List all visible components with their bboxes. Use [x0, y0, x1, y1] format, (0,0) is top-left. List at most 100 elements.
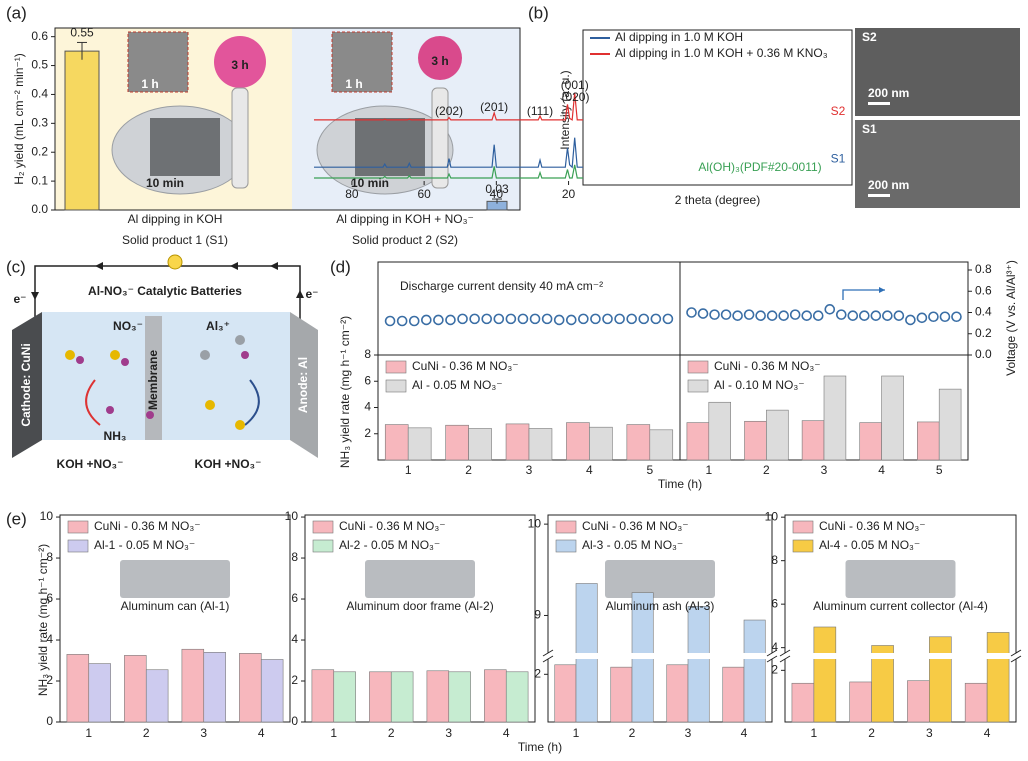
y-tick-label: 10	[528, 516, 542, 530]
electrolyte-label: KOH +NO₃⁻	[57, 457, 124, 471]
ion-label: NO₃⁻	[113, 319, 143, 333]
y-tick-label: 2	[364, 426, 371, 440]
legend-label: CuNi - 0.36 M NO₃⁻	[412, 359, 519, 373]
legend-label: Al - 0.05 M NO₃⁻	[412, 378, 503, 392]
x-tick-label: 5	[646, 463, 653, 477]
photo	[845, 560, 956, 598]
x-tick-label: 2	[465, 463, 472, 477]
voltage-point	[493, 313, 505, 325]
data-label: 0.55	[70, 26, 94, 40]
y-tick-label: 0	[46, 714, 53, 728]
image-label: S1	[862, 122, 877, 136]
xrd-line	[314, 164, 583, 179]
legend-swatch	[385, 360, 407, 374]
photo-annotation: 3 h	[431, 54, 448, 68]
photo-caption: Aluminum door frame (Al-2)	[346, 599, 493, 613]
x-tick-label: 4	[258, 726, 265, 740]
electrolyte-label: KOH +NO₃⁻	[195, 457, 262, 471]
bar	[871, 645, 894, 723]
y-tick-label: 6	[771, 596, 778, 610]
xrd-line	[314, 92, 583, 121]
y-tick-label: 0.3	[31, 116, 48, 130]
voltage-point	[882, 310, 893, 321]
panel-label: (c)	[6, 257, 26, 276]
category-sublabel: Solid product 1 (S1)	[122, 233, 228, 247]
y-tick-label: 2	[534, 666, 541, 680]
y-tick-label: 0.1	[31, 173, 48, 187]
peak-label: (111)	[527, 104, 553, 118]
bar	[708, 401, 731, 461]
y-tick-label: 10	[40, 509, 54, 523]
photo-annotation: 10 min	[146, 176, 184, 190]
voltage-point	[743, 309, 755, 320]
x-tick-label: 1	[811, 726, 818, 740]
bar	[743, 619, 766, 723]
bar	[744, 420, 767, 461]
sem-image-s2	[855, 28, 1020, 116]
axis-break-mark	[542, 649, 554, 657]
plot-frame	[547, 514, 773, 723]
axis-break-mark	[779, 649, 791, 657]
bar	[505, 423, 530, 461]
legend-swatch	[687, 379, 709, 393]
axis-break	[779, 653, 1022, 659]
voltage-point	[638, 313, 650, 325]
y-tick-label: 6	[291, 591, 298, 605]
x-tick-label: 3	[685, 726, 692, 740]
axis-break-mark	[1010, 649, 1022, 657]
y-tick-label: 0.2	[31, 144, 48, 158]
voltage-point	[801, 310, 813, 321]
x-tick-label: 40	[490, 187, 504, 201]
y-tick-label: 0.8	[975, 262, 992, 276]
x-tick-label: 3	[926, 726, 933, 740]
x-tick-label: 4	[878, 463, 885, 477]
image-label: S2	[862, 30, 877, 44]
voltage-point	[766, 310, 778, 321]
photo-caption: Aluminum ash (Al-3)	[606, 599, 715, 613]
y-axis-label: NH₃ yield rate (mg h⁻¹ cm⁻²)	[338, 316, 352, 468]
scale-label: 200 nm	[868, 86, 909, 100]
axis-break-mark	[766, 649, 778, 657]
x-tick-label: 3	[526, 463, 533, 477]
photo-annotation: 10 min	[351, 176, 389, 190]
category-label: Al dipping in KOH	[128, 212, 223, 226]
axis-arrow	[879, 287, 885, 293]
voltage-point	[951, 311, 962, 323]
bar	[686, 422, 710, 461]
voltage-point	[789, 309, 801, 320]
anode-label: Anode: Al	[296, 357, 310, 413]
legend-swatch	[555, 539, 577, 553]
y-tick-label: 8	[46, 550, 53, 564]
bar	[66, 654, 90, 723]
bar	[929, 636, 952, 723]
voltage-point	[517, 313, 529, 325]
axis-break-mark	[1010, 655, 1022, 663]
diagram-title: Al-NO₃⁻ Catalytic Batteries	[88, 284, 242, 298]
bar	[813, 626, 837, 723]
battery-diagram	[12, 254, 318, 458]
plot-frame	[784, 514, 1017, 723]
scale-label: 200 nm	[868, 178, 909, 192]
legend-swatch	[67, 520, 89, 534]
voltage-point	[565, 314, 577, 326]
voltage-point	[709, 309, 720, 320]
voltage-point	[469, 313, 480, 325]
voltage-point	[541, 313, 553, 325]
bar	[181, 648, 205, 723]
legend-label: Al dipping in 1.0 M KOH	[615, 30, 743, 44]
category-label: Al dipping in KOH + NO₃⁻	[336, 212, 474, 226]
voltage-point	[408, 315, 420, 327]
voltage-point	[847, 310, 859, 321]
axis-arrow	[842, 289, 885, 300]
x-axis-label: Time (h)	[658, 477, 702, 491]
bar	[88, 663, 111, 723]
y-tick-label: 10	[285, 509, 299, 523]
voltage-point	[650, 313, 662, 325]
y-axis-label: H₂ yield (mL cm⁻² min⁻¹)	[12, 53, 26, 185]
x-tick-label: 2	[388, 726, 395, 740]
legend-label: Al-4 - 0.05 M NO₃⁻	[819, 538, 920, 552]
voltage-point	[529, 313, 541, 325]
voltage-point	[824, 304, 836, 315]
bar	[575, 583, 598, 723]
